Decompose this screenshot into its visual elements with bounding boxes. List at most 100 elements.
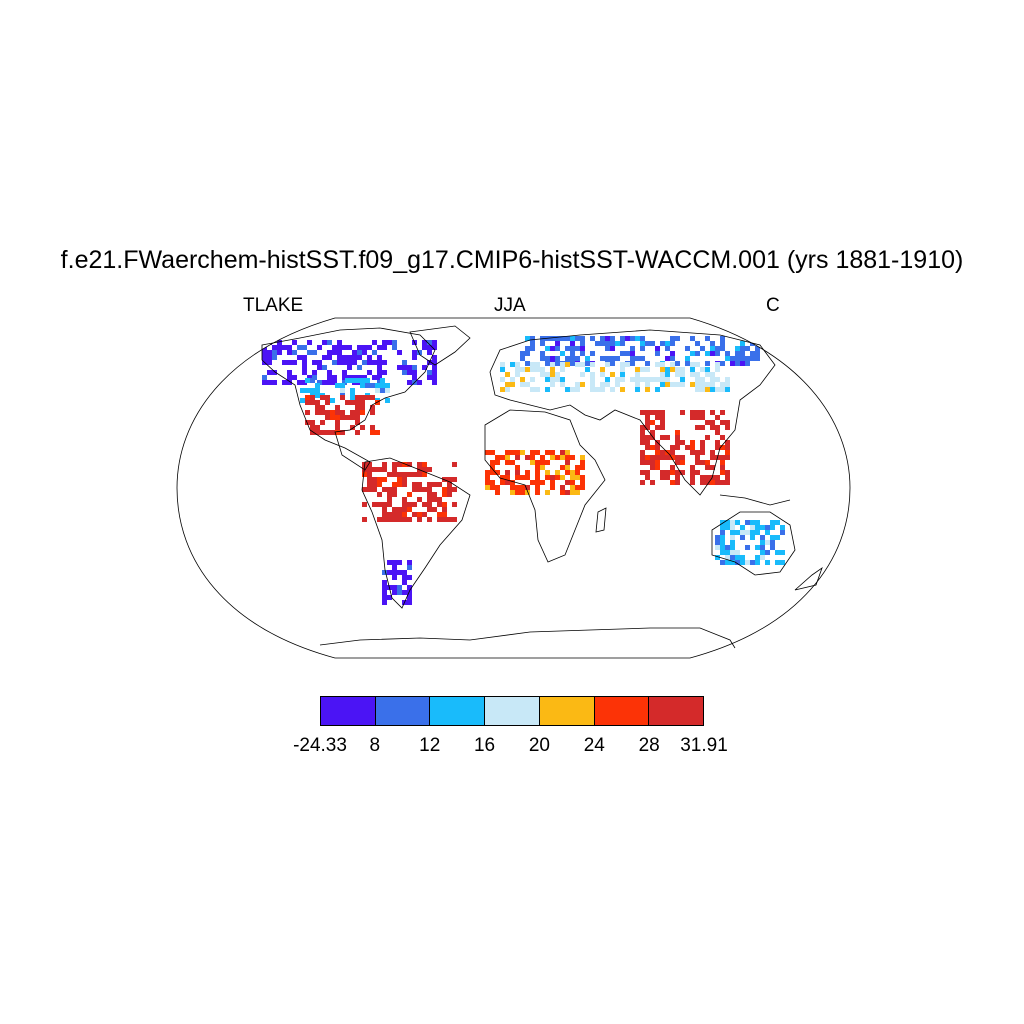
field-cell	[620, 372, 625, 377]
field-cell	[432, 380, 437, 385]
field-cell	[515, 455, 520, 460]
field-cell	[570, 470, 575, 475]
field-cell	[680, 455, 685, 460]
field-cell	[282, 380, 287, 385]
field-cell	[580, 341, 585, 346]
field-cell	[437, 517, 442, 522]
field-cell	[645, 420, 650, 425]
field-cell	[710, 455, 715, 460]
field-cell	[530, 362, 535, 367]
field-cell	[397, 472, 402, 477]
field-cell	[392, 462, 397, 467]
field-cell	[382, 502, 387, 507]
field-cell	[565, 362, 570, 367]
field-cell	[575, 382, 580, 387]
colorbar-tick-label: 28	[638, 735, 660, 756]
field-cell	[570, 356, 575, 361]
field-cell	[382, 600, 387, 605]
field-cell	[367, 462, 372, 467]
field-cell	[605, 356, 610, 361]
field-cell	[775, 550, 780, 555]
field-cell	[675, 455, 680, 460]
field-cell	[377, 375, 382, 380]
field-cell	[595, 341, 600, 346]
field-cell	[392, 590, 397, 595]
field-cell	[335, 405, 340, 410]
field-cell	[655, 377, 660, 382]
field-cell	[565, 450, 570, 455]
field-cell	[760, 535, 765, 540]
field-cell	[640, 460, 645, 465]
field-cell	[590, 362, 595, 367]
field-cell	[495, 485, 500, 490]
field-cell	[292, 350, 297, 355]
field-cell	[660, 382, 665, 387]
field-cell	[377, 355, 382, 360]
field-cell	[725, 455, 730, 460]
colorbar-tick-label: 24	[583, 735, 605, 756]
field-cell	[570, 490, 575, 495]
field-cell	[770, 535, 775, 540]
field-cell	[345, 400, 350, 405]
field-cell	[675, 440, 680, 445]
field-cell	[720, 346, 725, 351]
field-cell	[630, 377, 635, 382]
field-cell	[655, 351, 660, 356]
field-cell	[650, 430, 655, 435]
field-cell	[725, 387, 730, 392]
field-cell	[375, 388, 380, 393]
field-cell	[392, 560, 397, 565]
field-cell	[690, 382, 695, 387]
field-cell	[340, 430, 345, 435]
field-cell	[555, 336, 560, 341]
field-cell	[690, 367, 695, 372]
field-cell	[610, 387, 615, 392]
colorbar-box	[485, 697, 540, 725]
field-cell	[745, 346, 750, 351]
field-cell	[655, 346, 660, 351]
field-cell	[402, 512, 407, 517]
field-cell	[700, 460, 705, 465]
field-cell	[580, 372, 585, 377]
field-cell	[510, 460, 515, 465]
coastline-madagascar	[595, 507, 607, 533]
field-cell	[412, 350, 417, 355]
field-cell	[350, 388, 355, 393]
field-cell	[755, 545, 760, 550]
field-cell	[615, 356, 620, 361]
field-cell	[327, 355, 332, 360]
field-cell	[397, 477, 402, 482]
coastline-australia	[711, 511, 796, 576]
field-cell	[262, 375, 267, 380]
field-cell	[770, 540, 775, 545]
field-cell	[765, 525, 770, 530]
field-cell	[665, 455, 670, 460]
field-cell	[730, 356, 735, 361]
field-cell	[515, 470, 520, 475]
field-cell	[585, 356, 590, 361]
field-cell	[565, 387, 570, 392]
field-cell	[670, 470, 675, 475]
field-cell	[397, 462, 402, 467]
field-cell	[665, 377, 670, 382]
field-cell	[417, 350, 422, 355]
field-cell	[402, 590, 407, 595]
field-cell	[317, 345, 322, 350]
field-cell	[402, 477, 407, 482]
field-cell	[375, 430, 380, 435]
field-cell	[575, 490, 580, 495]
field-cell	[725, 520, 730, 525]
field-cell	[735, 520, 740, 525]
field-cell	[545, 372, 550, 377]
field-cell	[605, 382, 610, 387]
field-cell	[382, 507, 387, 512]
field-cell	[615, 382, 620, 387]
field-cell	[337, 345, 342, 350]
field-cell	[765, 540, 770, 545]
map-border	[176, 317, 851, 659]
field-cell	[530, 455, 535, 460]
field-cell	[720, 435, 725, 440]
field-cell	[725, 420, 730, 425]
field-cell	[710, 465, 715, 470]
field-cell	[770, 545, 775, 550]
